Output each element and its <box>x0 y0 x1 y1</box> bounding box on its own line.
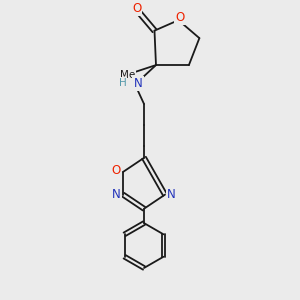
Text: N: N <box>112 188 121 201</box>
Text: O: O <box>112 164 121 177</box>
Text: Me: Me <box>120 70 135 80</box>
Text: N: N <box>134 77 142 90</box>
Text: H: H <box>118 78 126 88</box>
Text: O: O <box>132 2 141 15</box>
Text: O: O <box>175 11 184 24</box>
Text: N: N <box>167 188 176 201</box>
